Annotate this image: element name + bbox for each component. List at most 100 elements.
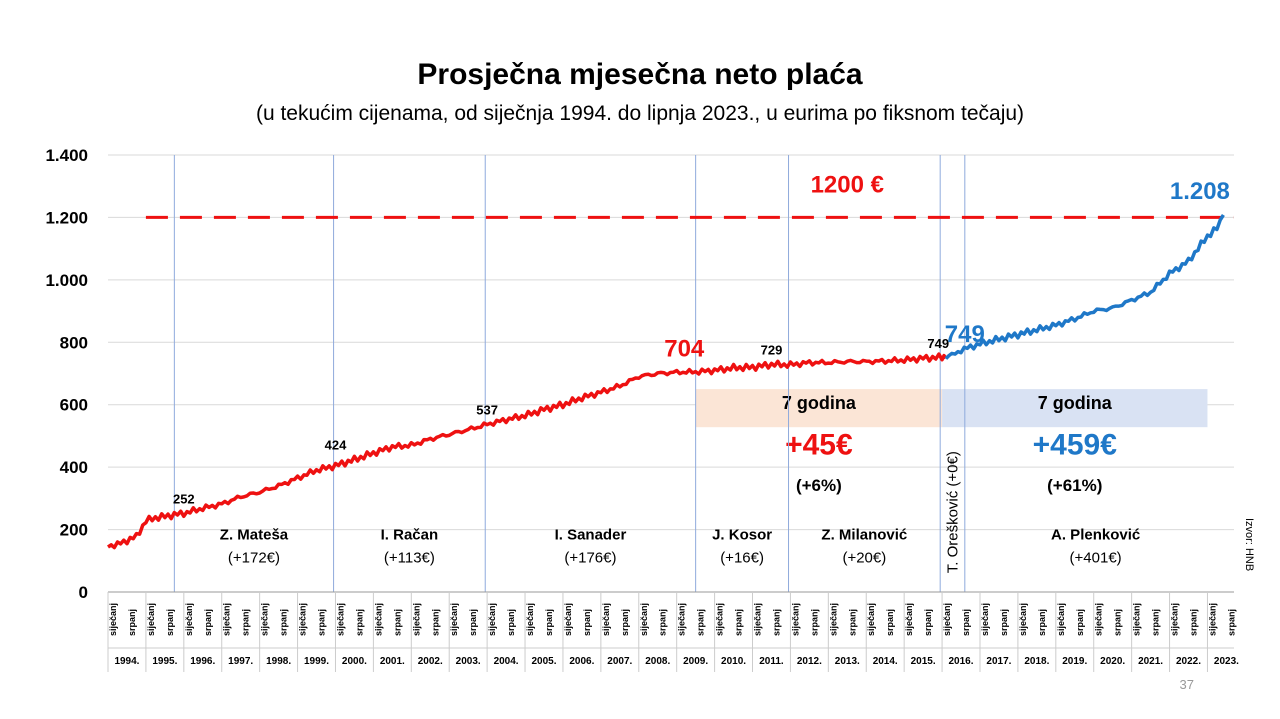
x-month-label: srpanj: [734, 609, 744, 636]
comparison-change: +45€: [785, 429, 853, 462]
government-change: (+401€): [1070, 549, 1122, 566]
source-note: Izvor: HNB: [1243, 518, 1255, 571]
x-month-label: srpanj: [279, 609, 289, 636]
x-year-label: 2008.: [645, 656, 670, 667]
x-month-label: siječanj: [487, 603, 497, 636]
x-year-label: 2005.: [531, 656, 556, 667]
x-month-label: siječanj: [563, 603, 573, 636]
x-year-label: 2002.: [418, 656, 443, 667]
y-tick-label: 1.000: [45, 271, 88, 290]
x-month-label: srpanj: [999, 609, 1009, 636]
x-month-label: siječanj: [146, 603, 156, 636]
x-year-label: 1999.: [304, 656, 329, 667]
y-tick-label: 1.400: [45, 146, 88, 165]
x-year-label: 1995.: [152, 656, 177, 667]
point-value-label: 749: [927, 336, 949, 351]
x-year-label: 2004.: [494, 656, 519, 667]
government-label: A. Plenković: [1051, 527, 1140, 544]
salary-line-blue: [944, 213, 1225, 360]
x-month-label: srpanj: [961, 609, 971, 636]
x-month-label: srpanj: [165, 609, 175, 636]
x-year-label: 1996.: [190, 656, 215, 667]
x-month-label: srpanj: [582, 609, 592, 636]
x-month-label: siječanj: [866, 603, 876, 636]
x-month-label: srpanj: [354, 609, 364, 636]
comparison-band-label: 7 godina: [1038, 393, 1113, 413]
x-month-label: siječanj: [260, 603, 270, 636]
x-month-label: srpanj: [468, 609, 478, 636]
x-year-label: 2020.: [1100, 656, 1125, 667]
x-month-label: siječanj: [753, 603, 763, 636]
x-year-label: 2021.: [1138, 656, 1163, 667]
x-month-label: siječanj: [184, 603, 194, 636]
x-month-label: srpanj: [506, 609, 516, 636]
page-number: 37: [1179, 677, 1194, 692]
government-label: I. Račan: [381, 527, 439, 544]
x-year-label: 2013.: [835, 656, 860, 667]
x-month-label: srpanj: [847, 609, 857, 636]
chart-title: Prosječna mjesečna neto plaća: [417, 58, 863, 91]
x-year-label: 2010.: [721, 656, 746, 667]
x-year-label: 2003.: [456, 656, 481, 667]
government-change: (+20€): [842, 549, 886, 566]
x-month-label: siječanj: [1132, 603, 1142, 636]
y-tick-label: 800: [60, 333, 88, 352]
x-month-label: siječanj: [525, 603, 535, 636]
government-change: (+113€): [384, 549, 435, 566]
x-year-label: 2006.: [569, 656, 594, 667]
comparison-band-label: 7 godina: [782, 393, 857, 413]
x-month-label: srpanj: [923, 609, 933, 636]
x-month-label: srpanj: [658, 609, 668, 636]
x-year-label: 1998.: [266, 656, 291, 667]
x-month-label: srpanj: [1113, 609, 1123, 636]
x-month-label: siječanj: [335, 603, 345, 636]
x-month-label: siječanj: [980, 603, 990, 636]
x-month-label: siječanj: [1056, 603, 1066, 636]
point-value-label: 252: [173, 491, 195, 506]
chart-subtitle: (u tekućim cijenama, od siječnja 1994. d…: [255, 102, 1025, 125]
point-value-label: 729: [761, 342, 783, 357]
government-label: J. Kosor: [712, 527, 772, 544]
x-month-label: siječanj: [449, 603, 459, 636]
x-year-label: 1994.: [114, 656, 139, 667]
comparison-percent: (+61%): [1047, 476, 1102, 495]
x-month-label: srpanj: [620, 609, 630, 636]
x-month-label: siječanj: [828, 603, 838, 636]
point-value-label: 749: [945, 321, 985, 348]
x-month-label: srpanj: [696, 609, 706, 636]
point-value-label: 537: [476, 402, 498, 417]
x-year-label: 2000.: [342, 656, 367, 667]
x-year-label: 2022.: [1176, 656, 1201, 667]
x-year-label: 2007.: [607, 656, 632, 667]
x-month-label: srpanj: [1151, 609, 1161, 636]
x-month-label: siječanj: [677, 603, 687, 636]
comparison-change: +459€: [1033, 429, 1118, 462]
x-month-label: srpanj: [1226, 609, 1236, 636]
x-month-label: siječanj: [298, 603, 308, 636]
x-month-label: siječanj: [222, 603, 232, 636]
y-tick-label: 600: [60, 396, 88, 415]
x-month-label: srpanj: [809, 609, 819, 636]
x-year-label: 2015.: [911, 656, 936, 667]
y-tick-label: 400: [60, 458, 88, 477]
x-year-label: 2017.: [986, 656, 1011, 667]
y-tick-label: 1.200: [45, 208, 88, 227]
government-change: (+16€): [720, 549, 764, 566]
x-year-label: 2018.: [1024, 656, 1049, 667]
x-year-label: 2014.: [873, 656, 898, 667]
comparison-band: [942, 389, 1208, 428]
point-value-label: 704: [664, 335, 705, 362]
x-month-label: siječanj: [790, 603, 800, 636]
x-year-label: 2011.: [759, 656, 784, 667]
y-tick-label: 0: [79, 583, 88, 602]
x-year-label: 2001.: [380, 656, 405, 667]
y-tick-label: 200: [60, 521, 88, 540]
x-year-label: 2019.: [1062, 656, 1087, 667]
x-month-label: siječanj: [411, 603, 421, 636]
x-month-label: srpanj: [430, 609, 440, 636]
x-month-label: srpanj: [885, 609, 895, 636]
x-year-label: 2009.: [683, 656, 708, 667]
x-month-label: srpanj: [127, 609, 137, 636]
x-month-label: srpanj: [771, 609, 781, 636]
x-month-label: siječanj: [1094, 603, 1104, 636]
